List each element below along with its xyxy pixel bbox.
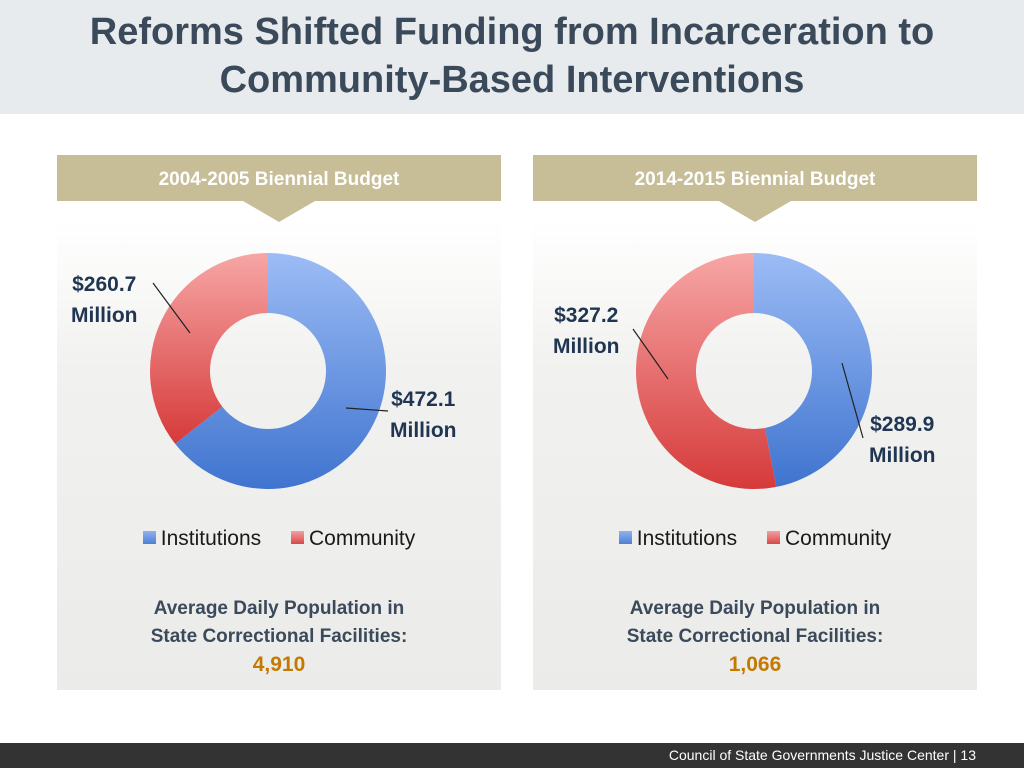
slice-community	[636, 253, 777, 489]
institutions-leader-line	[345, 407, 389, 412]
institutions-value-label: $472.1 Million	[390, 384, 457, 446]
slice-institutions	[175, 253, 386, 489]
community-value-label: $260.7 Million	[71, 269, 138, 331]
stat-line: State Correctional Facilities:	[626, 626, 884, 647]
legend-swatch-institutions	[142, 531, 156, 544]
institutions-value-label: $289.9 Million	[869, 409, 936, 471]
donut-chart-2004	[150, 253, 389, 489]
community-unit: Million	[553, 335, 620, 358]
community-leader-line	[632, 328, 669, 380]
legend-community: Community	[291, 527, 415, 551]
stat-value: 1,066	[728, 653, 782, 676]
legend-institutions: Institutions	[618, 527, 738, 551]
title-bar: Reforms Shifted Funding from Incarcerati…	[0, 0, 1024, 114]
community-value: $260.7	[72, 273, 137, 296]
institutions-value: $472.1	[391, 388, 456, 411]
community-value: $327.2	[554, 304, 619, 327]
slide-title-line2: Community-Based Interventions	[219, 59, 805, 101]
slide-title: Reforms Shifted Funding from Incarcerati…	[0, 8, 1024, 104]
legend-label: Community	[785, 527, 892, 550]
legend-swatch-institutions	[618, 531, 632, 544]
population-stat: Average Daily Population in State Correc…	[57, 595, 501, 679]
chart-legend: Institutions Community	[57, 527, 501, 551]
footer-bar: Council of State Governments Justice Cen…	[0, 743, 1024, 768]
footer-text: Council of State Governments Justice Cen…	[668, 747, 976, 763]
legend-swatch-community	[291, 531, 305, 544]
institutions-value: $289.9	[870, 413, 935, 436]
banner-arrow	[243, 201, 315, 222]
slice-institutions	[754, 253, 873, 487]
donut-chart-2014	[632, 253, 873, 489]
stat-line: Average Daily Population in	[153, 598, 405, 619]
panel-banner: 2004-2005 Biennial Budget	[57, 155, 501, 201]
legend-label: Institutions	[636, 527, 738, 550]
chart-legend: Institutions Community	[533, 527, 977, 551]
legend-swatch-community	[767, 531, 781, 544]
slide-title-line1: Reforms Shifted Funding from Incarcerati…	[89, 11, 935, 53]
legend-label: Community	[309, 527, 416, 550]
stat-line: State Correctional Facilities:	[150, 626, 408, 647]
legend-institutions: Institutions	[142, 527, 262, 551]
legend-label: Institutions	[160, 527, 262, 550]
stat-line: Average Daily Population in	[629, 598, 881, 619]
legend-community: Community	[767, 527, 891, 551]
institutions-unit: Million	[390, 419, 457, 442]
community-value-label: $327.2 Million	[553, 300, 620, 362]
banner-arrow	[719, 201, 791, 222]
budget-panel-2014: 2014-2015 Biennial Budget $327.2 Million…	[533, 155, 977, 690]
population-stat: Average Daily Population in State Correc…	[533, 595, 977, 679]
institutions-leader-line	[841, 362, 864, 439]
slice-community	[150, 253, 268, 444]
community-unit: Million	[71, 304, 138, 327]
panel-banner: 2014-2015 Biennial Budget	[533, 155, 977, 201]
community-leader-line	[152, 282, 191, 334]
institutions-unit: Million	[869, 444, 936, 467]
budget-panel-2004: 2004-2005 Biennial Budget $260.7 Million…	[57, 155, 501, 690]
stat-value: 4,910	[252, 653, 306, 676]
